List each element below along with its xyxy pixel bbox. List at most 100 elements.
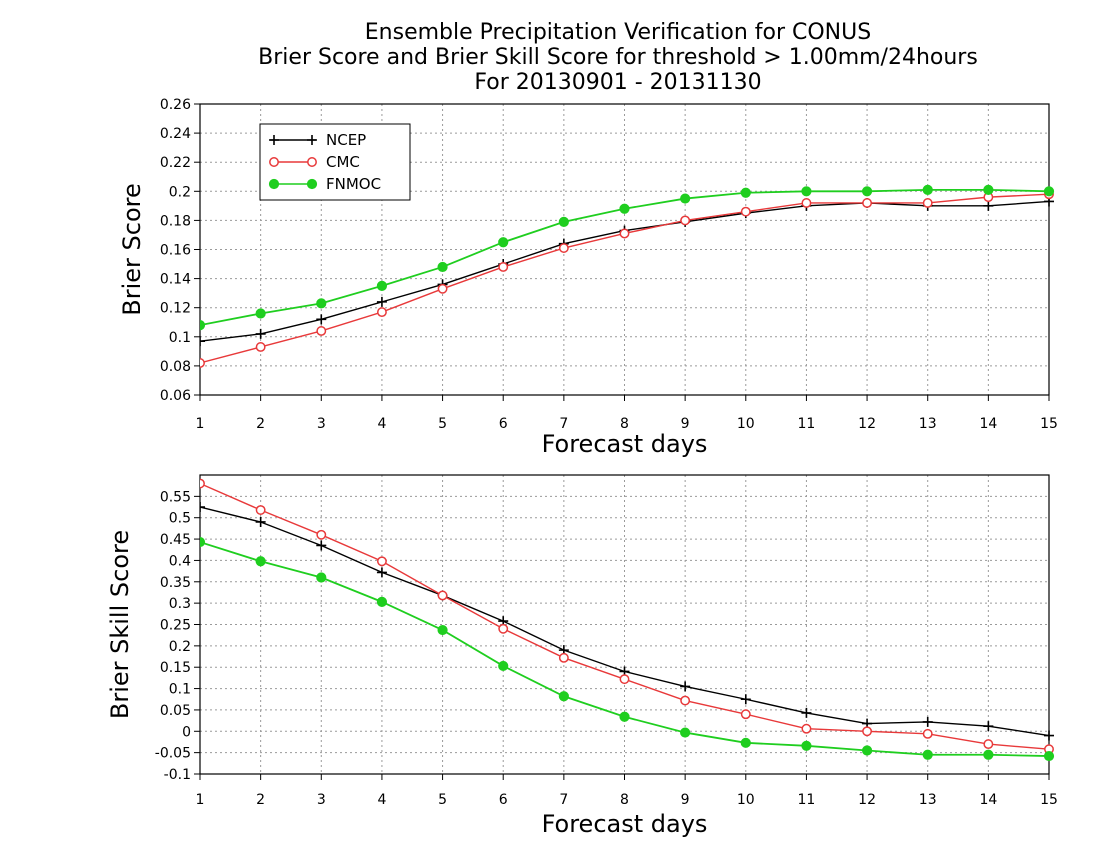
data-point-fnmoc: [680, 727, 691, 738]
data-point-cmc: [437, 283, 448, 294]
figure-title: Ensemble Precipitation Verification for …: [258, 20, 978, 95]
y-tick-label: 0.35: [160, 575, 191, 591]
data-point-fnmoc: [861, 186, 873, 197]
data-point-fnmoc: [740, 187, 751, 198]
data-point-cmc: [801, 723, 812, 734]
legend-item-fnmoc: FNMOC: [268, 175, 381, 193]
data-point-fnmoc: [376, 280, 388, 291]
y-tick-label: 0.15: [160, 660, 191, 676]
series-cmc: [200, 189, 1054, 368]
x-tick-label: 12: [858, 416, 876, 432]
x-tick-label: 9: [681, 416, 690, 432]
data-point-cmc: [862, 726, 873, 737]
data-point-fnmoc: [922, 749, 933, 760]
data-point-fnmoc: [437, 261, 448, 273]
brier-skill-score-panel: -0.1 -0.05 0 0.05 0.1 0.15 0.2 0.25 0.3 0.35 0.4 0.…: [106, 474, 1058, 838]
legend-marker: [268, 178, 280, 190]
data-point-cmc: [200, 478, 205, 489]
data-point-ncep: [376, 567, 387, 578]
x-tick-label: 10: [737, 416, 755, 432]
y-tick-label: 0.55: [160, 489, 191, 505]
legend-marker: [307, 135, 317, 145]
legend-label: NCEP: [326, 131, 366, 149]
data-point-cmc: [862, 197, 873, 208]
x-tick-label: 14: [979, 792, 997, 808]
y-tick-label: 0.25: [160, 618, 191, 634]
data-point-fnmoc: [316, 572, 327, 583]
x-tick-label: 8: [620, 416, 629, 432]
y-tick-label: -0.05: [155, 746, 191, 762]
y-tick-label: 0.1: [169, 682, 191, 698]
data-point-cmc: [801, 197, 812, 208]
data-point-cmc: [740, 709, 751, 720]
title-line-3: For 20130901 - 20131130: [474, 70, 761, 95]
x-tick-label: 7: [559, 416, 568, 432]
x-tick-label: 2: [256, 416, 265, 432]
data-point-fnmoc: [740, 737, 751, 748]
y-tick-label: 0.24: [160, 126, 191, 142]
data-point-fnmoc: [316, 298, 327, 309]
legend-marker: [269, 135, 279, 145]
legend-item-cmc: CMC: [269, 153, 360, 171]
y-tick-label: 0: [182, 724, 191, 740]
x-tick-label: 15: [1040, 792, 1058, 808]
x-tick-label: 1: [196, 416, 205, 432]
data-point-cmc: [558, 652, 569, 663]
data-point-fnmoc: [255, 556, 266, 567]
data-point-fnmoc: [558, 691, 569, 702]
x-tick-label: 4: [377, 416, 386, 432]
data-point-ncep: [740, 694, 751, 705]
y-tick-label: 0.18: [160, 213, 191, 229]
data-point-fnmoc: [200, 536, 206, 548]
data-point-cmc: [558, 243, 569, 253]
x-tick-label: 4: [377, 792, 386, 808]
data-point-cmc: [680, 695, 691, 706]
data-point-ncep: [200, 336, 205, 347]
grid: [200, 475, 1049, 775]
x-axis-title: Forecast days: [542, 810, 708, 838]
x-tick-label: 1: [196, 792, 205, 808]
series-cmc: [200, 478, 1054, 755]
x-tick-label: 2: [256, 792, 265, 808]
title-line-2: Brier Score and Brier Skill Score for th…: [258, 45, 978, 70]
data-point-fnmoc: [983, 184, 994, 195]
legend-marker: [307, 157, 317, 167]
x-tick-label: 15: [1040, 416, 1058, 432]
data-point-ncep: [1044, 730, 1054, 741]
data-point-fnmoc: [376, 596, 388, 607]
x-tick-label: 3: [317, 792, 326, 808]
data-point-cmc: [376, 307, 387, 318]
data-point-cmc: [316, 326, 327, 336]
x-tick-label: 11: [798, 416, 816, 432]
y-tick-label: 0.45: [160, 532, 191, 548]
data-point-fnmoc: [1043, 750, 1055, 762]
data-point-ncep: [680, 681, 691, 692]
y-tick-label: 0.06: [160, 388, 191, 404]
data-point-fnmoc: [255, 308, 266, 319]
y-axis: -0.1 -0.05 0 0.05 0.1 0.15 0.2 0.25 0.3 0.35 0.4 0.…: [155, 489, 200, 783]
data-point-fnmoc: [619, 203, 630, 214]
data-point-ncep: [316, 314, 327, 325]
data-point-cmc: [983, 739, 994, 750]
data-point-ncep: [801, 707, 812, 718]
data-point-cmc: [740, 206, 751, 217]
y-tick-label: 0.5: [169, 511, 191, 527]
x-tick-label: 6: [499, 416, 508, 432]
brier-score-panel: 0.06 0.08 0.1 0.12 0.14 0.16 0.18 0.2 0.22 0.24 0.…: [118, 97, 1058, 458]
x-axis-title: Forecast days: [542, 430, 708, 458]
data-point-fnmoc: [558, 216, 569, 227]
x-tick-label: 9: [681, 792, 690, 808]
data-point-fnmoc: [801, 740, 812, 751]
data-point-cmc: [680, 215, 691, 226]
data-point-fnmoc: [200, 320, 206, 331]
x-tick-label: 7: [559, 792, 568, 808]
series-fnmoc: [200, 536, 1055, 762]
y-tick-label: 0.3: [169, 596, 191, 612]
data-point-cmc: [255, 342, 266, 352]
y-tick-label: 0.2: [169, 184, 191, 200]
data-point-cmc: [619, 228, 630, 239]
x-axis: 1 2 3 4 5 6 7 8 9 10 11 12 13 14 15: [196, 395, 1058, 432]
x-tick-label: 10: [737, 792, 755, 808]
data-point-fnmoc: [983, 749, 994, 760]
data-point-cmc: [437, 590, 448, 601]
